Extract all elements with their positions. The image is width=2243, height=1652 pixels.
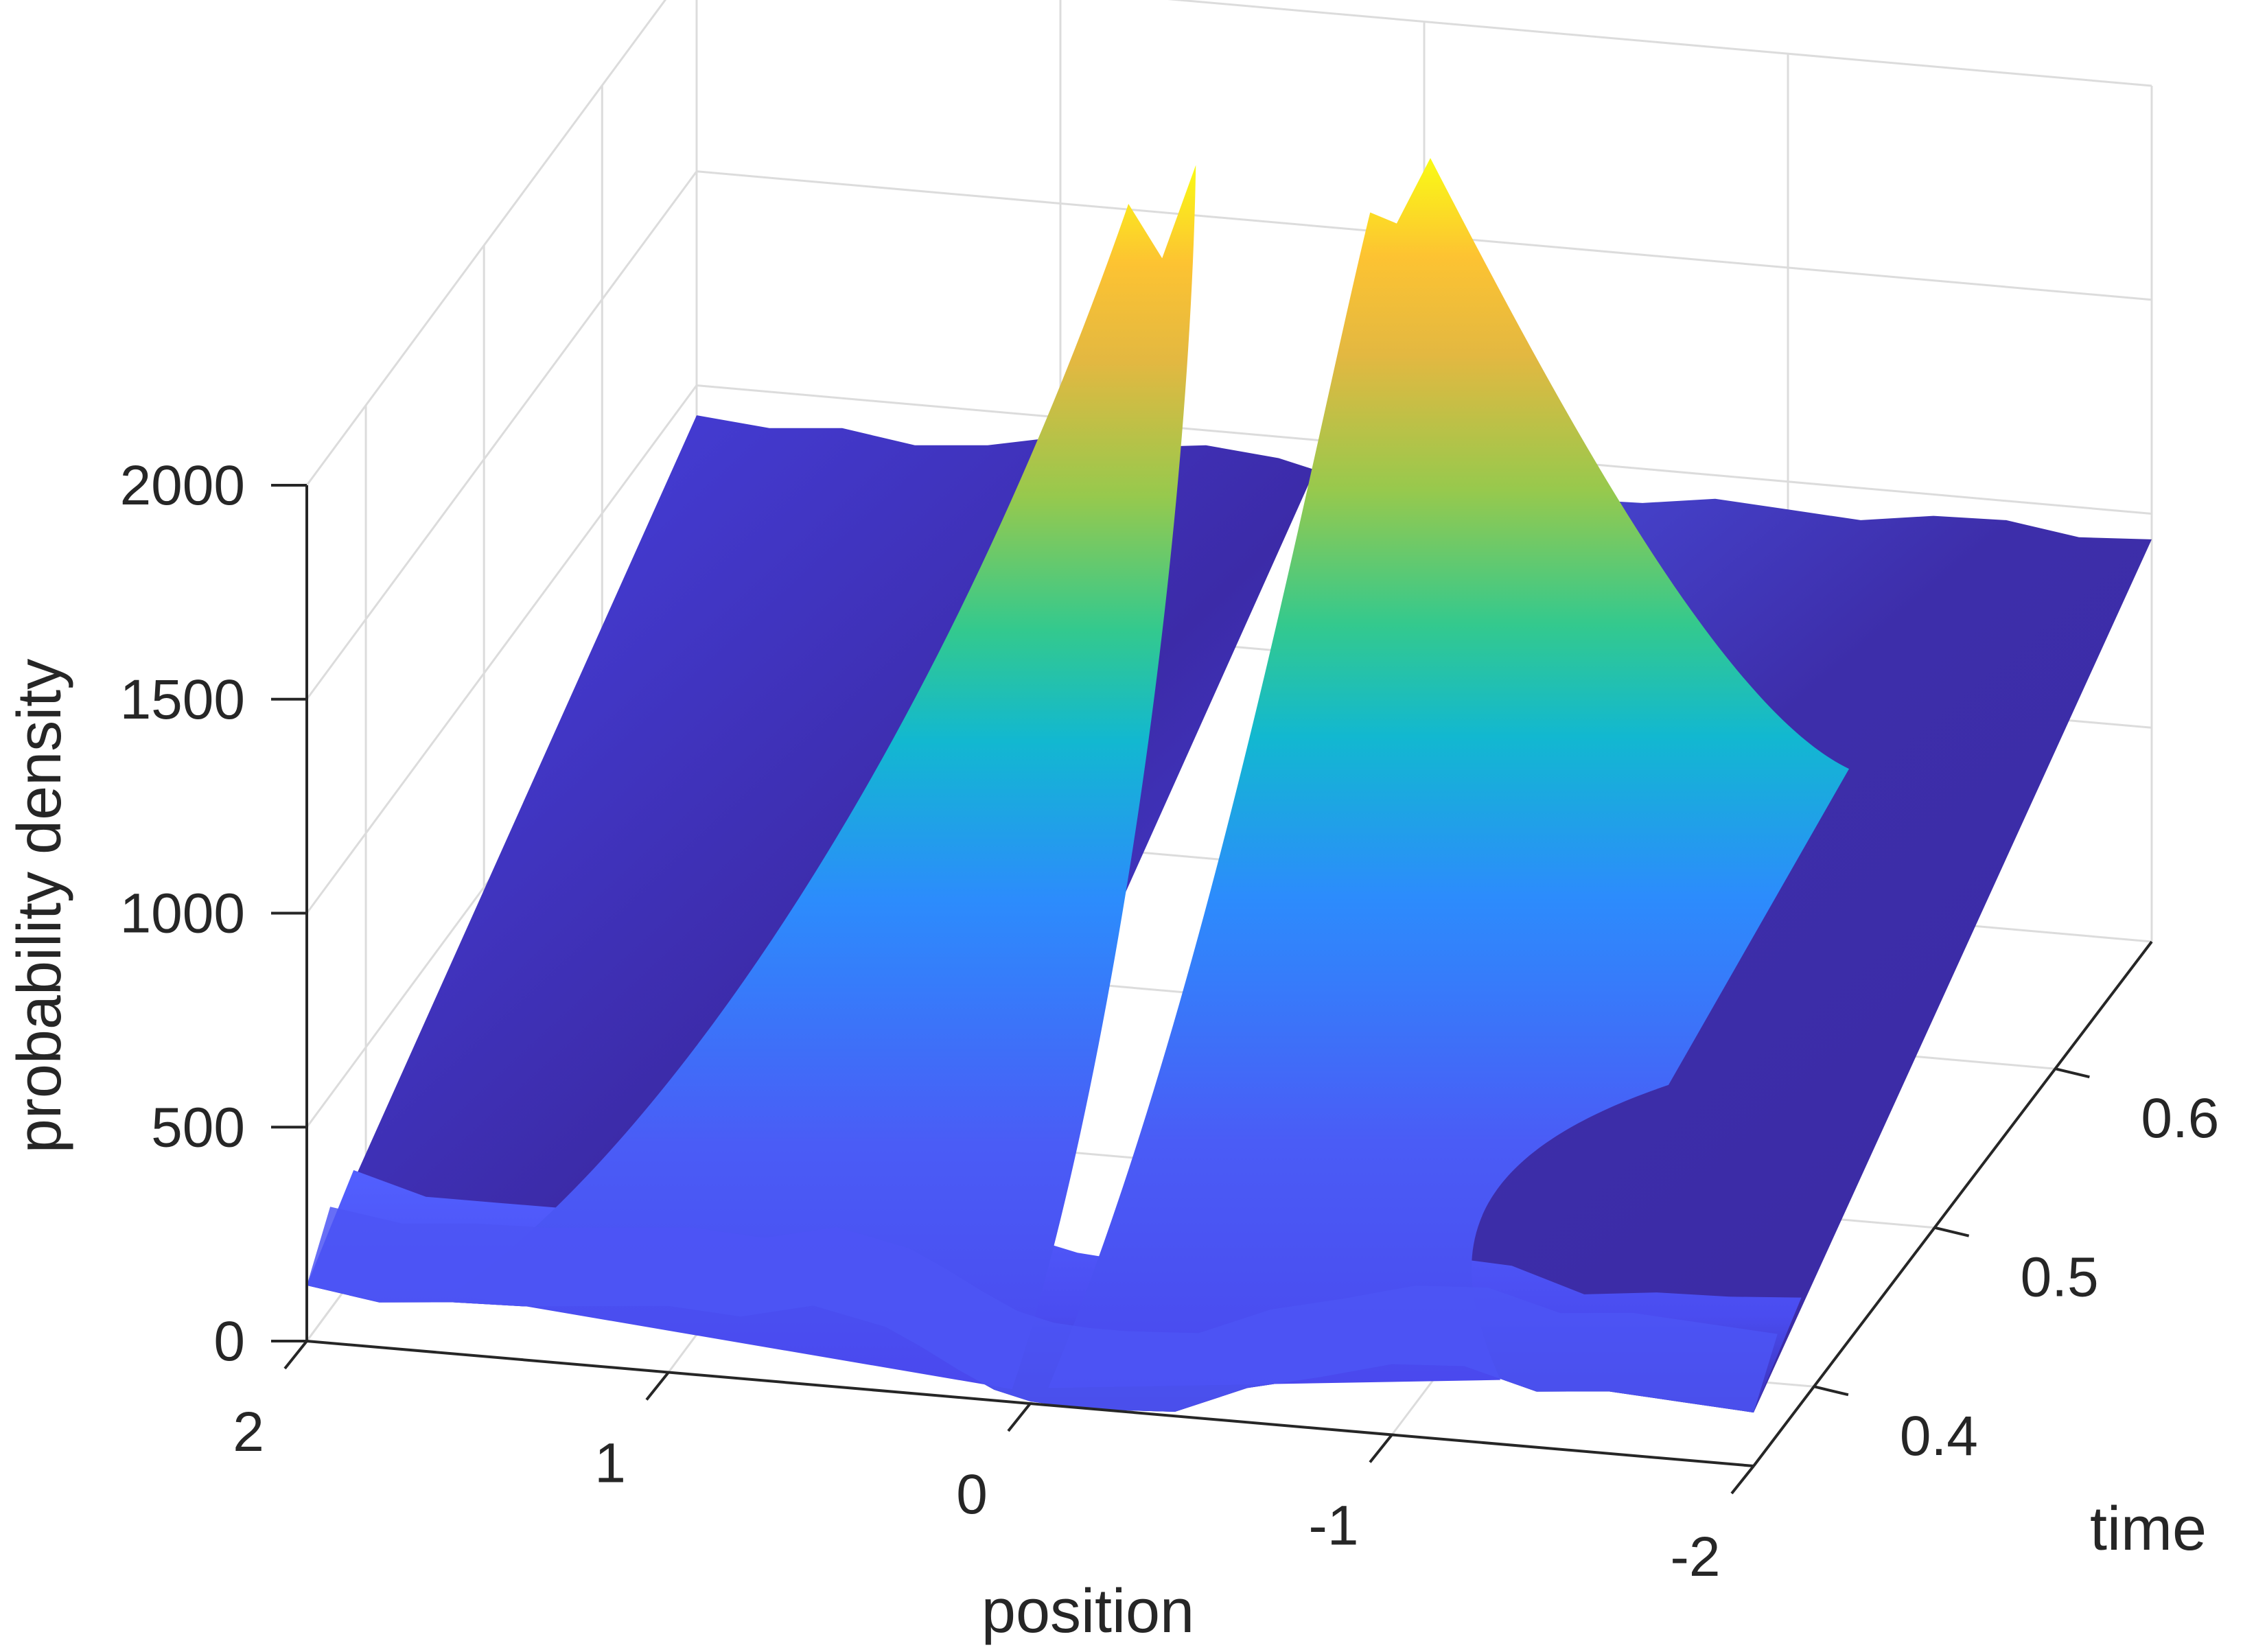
z-tick-label: 2000 (120, 454, 245, 517)
surface-mesh (307, 158, 2152, 1413)
z-gridline (305, 0, 2152, 486)
tick-labels: 0 500 1000 1500 2000 2 1 0 -1 -2 0.4 0.5 0.6 (120, 454, 2220, 1588)
x-tick-mark (1730, 1465, 1755, 1495)
x-tick-mark (283, 1340, 308, 1370)
y-tick-mark (1813, 1385, 1849, 1397)
x-tick-label: -2 (1671, 1526, 1721, 1588)
z-tick-label: 1500 (120, 668, 245, 731)
time-axis-label: time (2090, 1495, 2207, 1563)
time-axis-line (1752, 940, 2153, 1467)
x-tick-label: 0 (956, 1463, 988, 1526)
y-tick-label: 0.4 (1900, 1405, 1978, 1467)
y-tick-label: 0.6 (2141, 1087, 2219, 1150)
z-tick-label: 0 (213, 1310, 245, 1373)
surface-peak-right (1048, 158, 1849, 1388)
z-tick-label: 1000 (120, 883, 245, 945)
x-tick-label: 1 (594, 1432, 626, 1495)
x-tick-label: 2 (233, 1401, 264, 1463)
surface-front-wave (307, 1207, 1778, 1413)
x-tick-mark (645, 1371, 670, 1401)
y-tick-label: 0.5 (2021, 1246, 2099, 1309)
z-tick-label: 500 (151, 1096, 245, 1159)
y-tick-mark (2054, 1067, 2090, 1079)
x-tick-mark (1369, 1434, 1393, 1463)
x-tick-label: -1 (1309, 1495, 1359, 1557)
x-tick-mark (1007, 1402, 1032, 1432)
y-tick-mark (1934, 1226, 1970, 1237)
position-axis-label: position (981, 1577, 1194, 1646)
surface-peak-left (451, 165, 1196, 1389)
probability-density-axis-label: probability density (5, 659, 74, 1153)
